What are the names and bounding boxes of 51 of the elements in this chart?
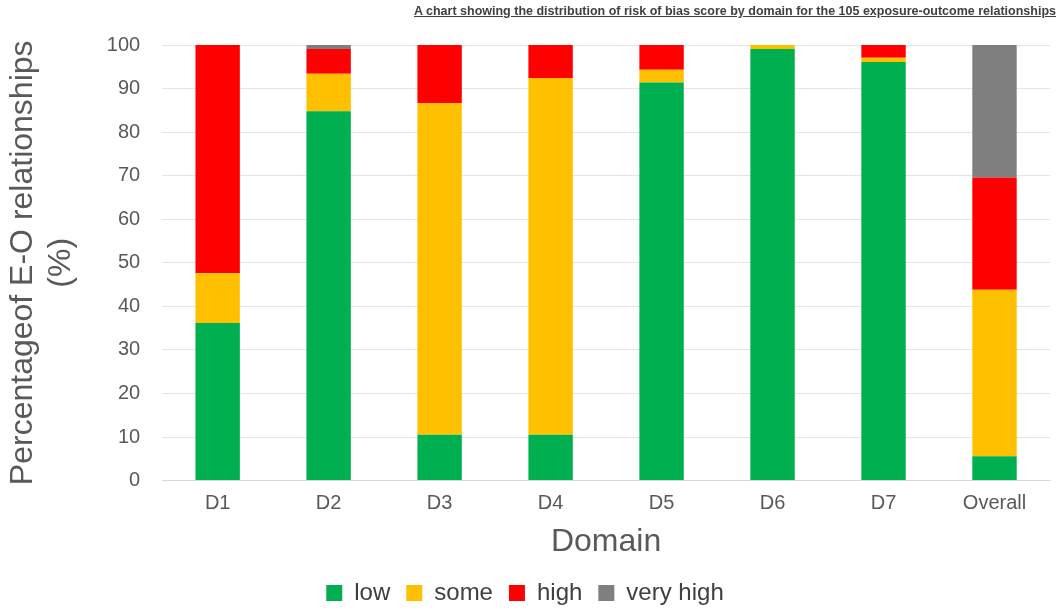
bar xyxy=(861,61,906,481)
bar xyxy=(639,45,684,70)
bar xyxy=(417,45,462,103)
legend-label: some xyxy=(434,577,493,605)
x-tick-label: D1 xyxy=(204,491,231,514)
y-tick-label: 60 xyxy=(117,206,141,229)
bar xyxy=(972,289,1017,457)
bar xyxy=(306,73,351,112)
bar xyxy=(972,456,1017,481)
y-tick-label: 30 xyxy=(117,337,141,360)
y-tick-label: 100 xyxy=(106,32,141,55)
bar xyxy=(528,78,573,435)
y-tick-label: 40 xyxy=(117,293,141,316)
bar xyxy=(528,45,573,79)
bar xyxy=(639,69,684,83)
bar xyxy=(195,45,240,274)
y-tick-label: 20 xyxy=(117,381,141,403)
legend-label: low xyxy=(354,577,391,605)
chart-title: A chart showing the distribution of risk of bias score by domain for the 105 exposure-outcome relationships xyxy=(413,4,1057,18)
bar xyxy=(195,322,240,481)
bar xyxy=(417,434,462,481)
bar xyxy=(306,111,351,481)
x-tick-label: D2 xyxy=(315,491,342,514)
bar xyxy=(528,434,573,481)
bar xyxy=(861,45,906,58)
y-tick-label: 90 xyxy=(117,76,141,99)
bar xyxy=(195,273,240,323)
bar xyxy=(306,45,351,49)
bar xyxy=(750,45,795,49)
y-tick-label: 80 xyxy=(117,119,141,142)
y-tick-label: 0 xyxy=(129,468,141,491)
x-tick-label: D5 xyxy=(648,491,675,514)
y-tick-label: 10 xyxy=(117,424,141,447)
x-tick-label: Overall xyxy=(962,491,1027,514)
legend-label: high xyxy=(536,577,583,605)
x-tick-label: D4 xyxy=(537,491,564,514)
y-tick-label: 70 xyxy=(117,163,141,186)
x-tick-label: D3 xyxy=(426,491,453,514)
legend-label: very high xyxy=(626,577,724,605)
bar xyxy=(306,48,351,74)
bar xyxy=(750,48,795,481)
x-tick-label: D7 xyxy=(870,491,897,514)
bar xyxy=(417,102,462,435)
bar xyxy=(861,57,906,62)
x-tick-label: D6 xyxy=(759,491,786,514)
bar xyxy=(972,177,1017,290)
x-axis-title: Domain xyxy=(550,521,662,558)
bar xyxy=(972,45,1017,178)
y-axis-title: Percentageof E-O relationships (%) xyxy=(3,40,78,486)
y-tick-label: 50 xyxy=(117,250,141,273)
bar xyxy=(639,82,684,481)
